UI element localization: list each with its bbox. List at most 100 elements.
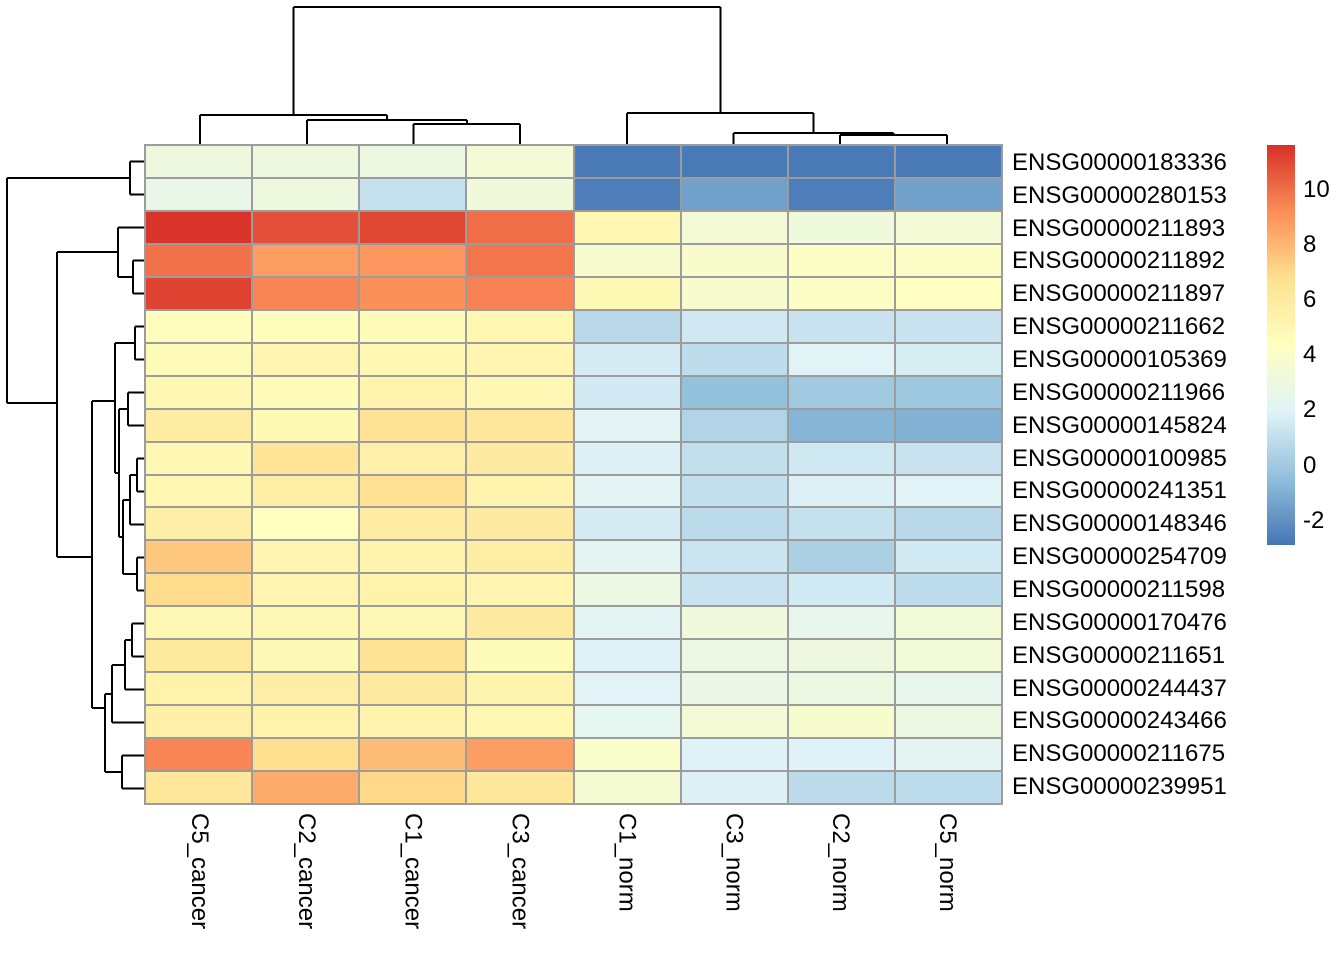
row-label: ENSG00000241351 [1012, 477, 1227, 505]
heatmap-cell [146, 706, 252, 738]
heatmap-cell [467, 409, 573, 441]
heatmap-cell [467, 706, 573, 738]
heatmap-cell [895, 376, 1001, 408]
heatmap-cell [253, 343, 359, 375]
heatmap-cell [788, 673, 894, 705]
heatmap-cell [895, 211, 1001, 243]
heatmap-cell [681, 640, 787, 672]
heatmap-cell [574, 310, 680, 342]
heatmap-cell [895, 310, 1001, 342]
row-label: ENSG00000280153 [1012, 181, 1227, 209]
heatmap-cell [681, 409, 787, 441]
heatmap-cell [681, 277, 787, 309]
legend-colorbar [1267, 145, 1295, 545]
heatmap-cell [253, 574, 359, 606]
heatmap-cell [895, 541, 1001, 573]
heatmap-cell [681, 475, 787, 507]
heatmap-cell [253, 739, 359, 771]
heatmap-cell [574, 343, 680, 375]
heatmap-cell [253, 146, 359, 177]
row-label: ENSG00000170476 [1012, 608, 1227, 636]
heatmap-cell [574, 277, 680, 309]
heatmap-cell [360, 310, 466, 342]
heatmap-cell [146, 607, 252, 639]
heatmap-cell [360, 640, 466, 672]
heatmap-cell [360, 739, 466, 771]
heatmap-cell [360, 706, 466, 738]
heatmap-cell [467, 574, 573, 606]
heatmap-cell [467, 277, 573, 309]
row-label: ENSG00000239951 [1012, 773, 1227, 801]
heatmap-cell [574, 244, 680, 276]
heatmap-cell [788, 211, 894, 243]
heatmap-cell [360, 146, 466, 177]
heatmap-cell [895, 673, 1001, 705]
heatmap-grid [144, 144, 1003, 805]
heatmap-cell [895, 146, 1001, 177]
heatmap-cell [788, 376, 894, 408]
legend-tick-label: 2 [1303, 396, 1317, 424]
heatmap-cell [574, 475, 680, 507]
heatmap-cell [146, 146, 252, 177]
heatmap-cell [360, 376, 466, 408]
heatmap-cell [146, 376, 252, 408]
heatmap-cell [681, 772, 787, 803]
heatmap-cell [467, 244, 573, 276]
heatmap-cell [574, 508, 680, 540]
heatmap-cell [681, 178, 787, 210]
heatmap-cell [467, 442, 573, 474]
heatmap-cell [146, 409, 252, 441]
heatmap-cell [253, 706, 359, 738]
col-label: C1_norm [613, 813, 641, 912]
legend-tick-label: 8 [1303, 230, 1317, 258]
heatmap-cell [895, 343, 1001, 375]
row-label: ENSG00000211662 [1012, 313, 1226, 341]
heatmap-cell [253, 673, 359, 705]
heatmap-cell [253, 277, 359, 309]
col-label: C3_cancer [506, 813, 534, 930]
heatmap-cell [146, 574, 252, 606]
col-label: C2_norm [827, 813, 855, 912]
heatmap-cell [253, 607, 359, 639]
heatmap-cell [360, 343, 466, 375]
heatmap-cell [681, 607, 787, 639]
heatmap-cell [788, 244, 894, 276]
heatmap-cell [788, 442, 894, 474]
heatmap-cell [467, 739, 573, 771]
heatmap-cell [681, 310, 787, 342]
heatmap-cell [681, 541, 787, 573]
heatmap-cell [895, 508, 1001, 540]
col-label: C2_cancer [292, 813, 320, 930]
heatmap-cell [467, 772, 573, 803]
heatmap-cell [360, 211, 466, 243]
row-label: ENSG00000211966 [1012, 378, 1226, 406]
heatmap-cell [467, 607, 573, 639]
heatmap-cell [467, 343, 573, 375]
heatmap-cell [146, 211, 252, 243]
heatmap-cell [467, 673, 573, 705]
heatmap-cell [681, 739, 787, 771]
heatmap-cell [360, 442, 466, 474]
row-dendrogram [6, 160, 146, 790]
row-label: ENSG00000100985 [1012, 444, 1227, 472]
heatmap-cell [467, 178, 573, 210]
legend-tick-label: 6 [1303, 285, 1317, 313]
heatmap-cell [467, 376, 573, 408]
heatmap-cell [146, 277, 252, 309]
heatmap-cell [895, 574, 1001, 606]
heatmap-cell [788, 607, 894, 639]
heatmap-cell [146, 475, 252, 507]
heatmap-cell [574, 376, 680, 408]
col-label: C5_cancer [185, 813, 213, 930]
heatmap-cell [360, 508, 466, 540]
row-label: ENSG00000105369 [1012, 346, 1227, 374]
row-label: ENSG00000211892 [1012, 247, 1226, 275]
row-label: ENSG00000211651 [1012, 641, 1226, 669]
heatmap-cell [253, 442, 359, 474]
heatmap-cell [146, 508, 252, 540]
row-label: ENSG00000254709 [1012, 543, 1227, 571]
heatmap-cell [360, 673, 466, 705]
heatmap-cell [681, 211, 787, 243]
heatmap-cell [253, 310, 359, 342]
